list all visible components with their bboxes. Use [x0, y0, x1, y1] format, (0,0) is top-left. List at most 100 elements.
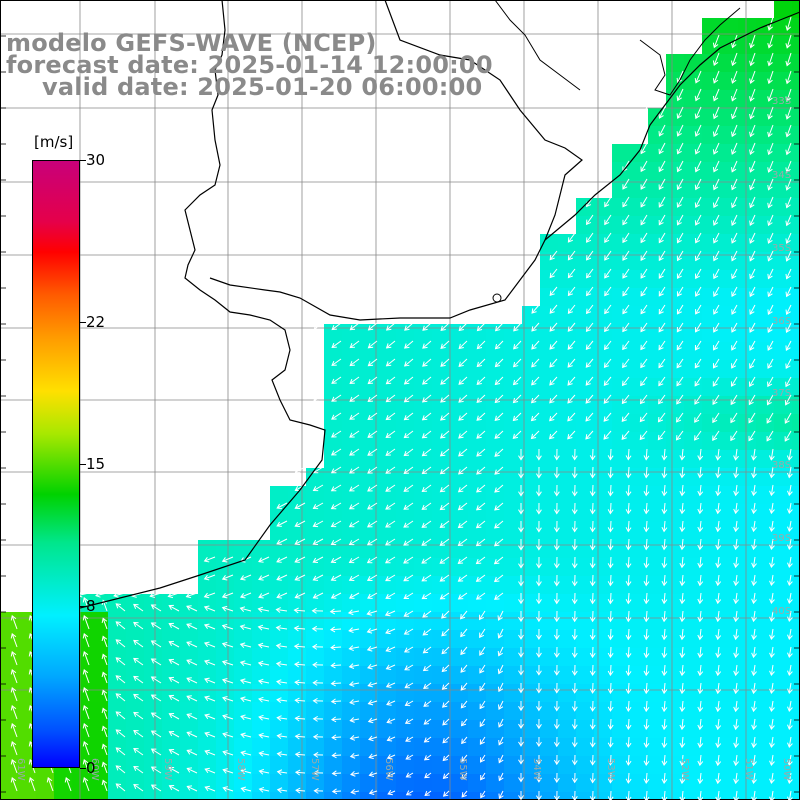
- wind-arrow: [133, 783, 144, 792]
- field-cell: [792, 162, 800, 181]
- wind-arrow: [115, 657, 126, 666]
- field-cell: [684, 666, 703, 685]
- field-cell: [126, 684, 145, 703]
- wind-arrow: [661, 718, 668, 731]
- field-cell: [630, 234, 649, 253]
- wind-arrow: [403, 358, 414, 367]
- wind-arrow: [749, 376, 756, 387]
- wind-arrow: [715, 556, 722, 569]
- field-cell: [576, 612, 595, 631]
- field-cell: [342, 360, 361, 379]
- field-cell: [594, 378, 613, 397]
- wind-arrow: [751, 556, 757, 569]
- field-cell: [486, 630, 505, 649]
- wind-arrow: [403, 376, 414, 385]
- wind-arrow: [625, 448, 632, 461]
- wind-arrow: [82, 614, 90, 630]
- field-cell: [234, 576, 253, 595]
- field-cell: [720, 396, 739, 415]
- field-cell: [540, 666, 559, 685]
- field-cell: [774, 234, 793, 253]
- field-cell: [252, 684, 271, 703]
- wind-arrow: [150, 712, 162, 720]
- field-cell: [702, 342, 721, 361]
- wind-arrow: [312, 733, 324, 740]
- wind-arrow: [697, 628, 704, 641]
- wind-arrow: [733, 574, 740, 587]
- field-cell: [684, 414, 703, 433]
- field-cell: [450, 324, 469, 343]
- field-cell: [558, 522, 577, 541]
- wind-arrow: [625, 646, 632, 659]
- wind-arrow: [571, 790, 578, 800]
- field-cell: [738, 522, 757, 541]
- wind-arrow: [385, 628, 396, 635]
- field-cell: [378, 432, 397, 451]
- field-cell: [234, 756, 253, 775]
- wind-arrow: [312, 502, 324, 510]
- field-cell: [522, 306, 541, 325]
- field-cell: [360, 378, 379, 397]
- field-cell: [720, 576, 739, 595]
- wind-arrow: [733, 520, 740, 533]
- field-cell: [432, 576, 451, 595]
- field-cell: [738, 378, 757, 397]
- wind-arrow: [424, 772, 432, 779]
- field-cell: [648, 216, 667, 235]
- field-cell: [306, 666, 325, 685]
- field-cell: [702, 414, 721, 433]
- field-cell: [180, 792, 199, 800]
- wind-arrow: [571, 736, 578, 748]
- field-cell: [612, 378, 631, 397]
- wind-arrow: [150, 784, 162, 792]
- field-cell: [396, 792, 415, 800]
- wind-arrow: [439, 574, 450, 582]
- wind-arrow: [676, 394, 684, 405]
- longitude-label: 54W: [531, 758, 542, 781]
- field-cell: [432, 666, 451, 685]
- wind-arrow: [403, 556, 414, 564]
- wind-arrow: [101, 671, 108, 684]
- field-cell: [594, 756, 613, 775]
- wind-arrow: [422, 628, 432, 636]
- wind-arrow: [258, 768, 270, 775]
- wind-arrow: [475, 574, 486, 582]
- wind-arrow: [607, 772, 614, 784]
- wind-arrow: [767, 286, 774, 298]
- field-cell: [306, 468, 325, 487]
- wind-arrow: [730, 106, 738, 120]
- wind-arrow: [439, 502, 450, 511]
- wind-arrow: [715, 466, 722, 479]
- wind-arrow: [731, 250, 738, 262]
- wind-arrow: [115, 621, 126, 630]
- field-cell: [792, 324, 800, 343]
- field-cell: [252, 594, 271, 613]
- field-cell: [414, 792, 433, 800]
- wind-arrow: [349, 340, 360, 349]
- wind-arrow: [497, 628, 504, 639]
- wind-arrow: [604, 214, 612, 226]
- field-cell: [486, 522, 505, 541]
- wind-arrow: [422, 610, 432, 618]
- field-cell: [720, 288, 739, 307]
- field-cell: [738, 342, 757, 361]
- field-cell: [738, 756, 757, 775]
- field-cell: [468, 342, 487, 361]
- wind-arrow: [748, 430, 756, 442]
- field-cell: [630, 468, 649, 487]
- field-cell: [414, 630, 433, 649]
- field-cell: [522, 792, 541, 800]
- wind-arrow: [294, 520, 306, 528]
- wind-arrow: [676, 178, 684, 191]
- wind-arrow: [676, 196, 684, 208]
- wind-arrow: [787, 790, 793, 800]
- field-cell: [738, 324, 757, 343]
- field-cell: [522, 540, 541, 559]
- wind-arrow: [312, 661, 324, 668]
- field-cell: [630, 504, 649, 523]
- field-cell: [594, 612, 613, 631]
- wind-arrow: [749, 250, 756, 262]
- field-cell: [630, 378, 649, 397]
- field-cell: [540, 360, 559, 379]
- field-cell: [360, 594, 379, 613]
